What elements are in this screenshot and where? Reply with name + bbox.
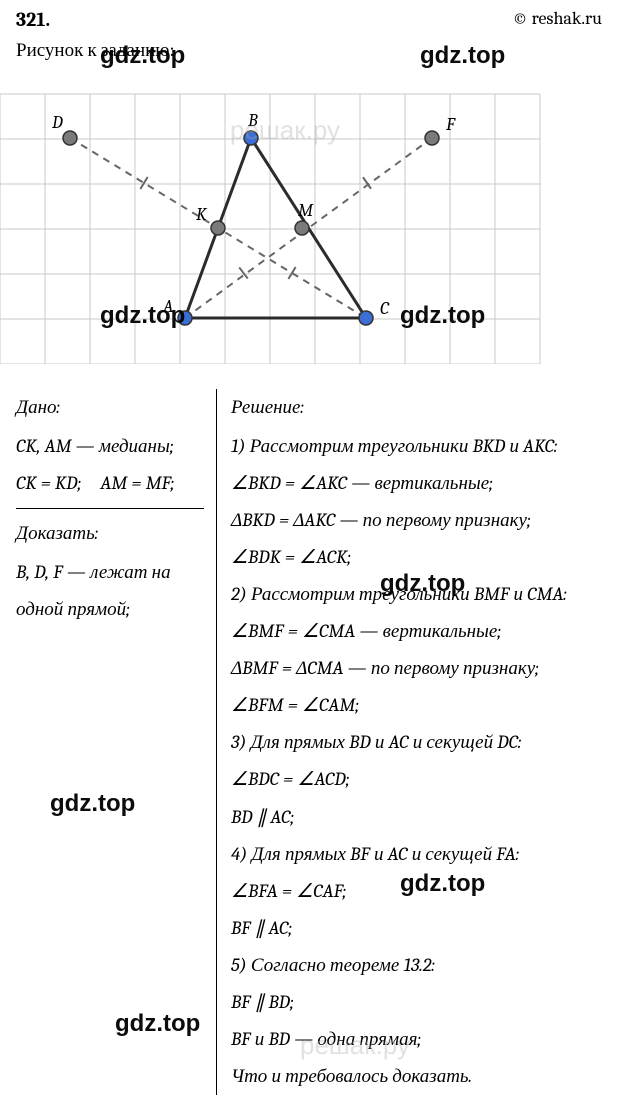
given-line: CK = KD; AM = MF; (16, 465, 204, 502)
solution-step: ∠BFM = ∠CAM; (231, 687, 602, 724)
geometry-diagram: D B F K M A C (0, 70, 618, 373)
divider (16, 508, 204, 509)
svg-text:K: K (196, 204, 208, 225)
solution-title: Решение: (231, 389, 602, 426)
svg-text:C: C (380, 298, 390, 319)
given-title: Дано: (16, 389, 204, 426)
solution-step: ∠BDK = ∠ACK; (231, 539, 602, 576)
site-copyright: © reshak.ru (512, 8, 602, 31)
solution-step: 2) Рассмотрим треугольники BMF и CMA: (231, 576, 602, 613)
solution-step: 5) Согласно теореме 13.2: (231, 947, 602, 984)
svg-text:B: B (247, 110, 258, 131)
solution-step: ∠BDC = ∠ACD; (231, 761, 602, 798)
solution-step: ∠BMF = ∠CMA — вертикальные; (231, 613, 602, 650)
proof-layout: Дано: CK, AM — медианы; CK = KD; AM = MF… (0, 373, 618, 1103)
svg-text:D: D (51, 112, 63, 133)
solution-step: BD ∥ AC; (231, 799, 602, 836)
solution-step: ∠BFA = ∠CAF; (231, 873, 602, 910)
prove-line: одной прямой; (16, 591, 204, 628)
solution-step: BF и BD — одна прямая; (231, 1021, 602, 1058)
solution-step: ΔBKD = ΔAKC — по первому признаку; (231, 502, 602, 539)
solution-step: BF ∥ BD; (231, 984, 602, 1021)
prove-line: B, D, F — лежат на (16, 554, 204, 591)
solution-step: 1) Рассмотрим треугольники BKD и AKC: (231, 428, 602, 465)
solution-step: ΔBMF = ΔCMA — по первому признаку; (231, 650, 602, 687)
solution-step: Что и требовалось доказать. (231, 1058, 602, 1095)
given-line: CK, AM — медианы; (16, 428, 204, 465)
solution-step: BF ∥ AC; (231, 910, 602, 947)
svg-text:F: F (445, 114, 456, 135)
solution-step: ∠BKD = ∠AKC — вертикальные; (231, 465, 602, 502)
solution-step: 3) Для прямых BD и AC и секущей DC: (231, 724, 602, 761)
diagram-svg: D B F K M A C (0, 74, 560, 364)
svg-text:M: M (298, 200, 314, 221)
figure-caption: Рисунок к заданию: (0, 35, 618, 70)
svg-text:A: A (162, 296, 174, 317)
problem-number: 321. (16, 8, 50, 31)
prove-title: Доказать: (16, 515, 204, 552)
solution-step: 4) Для прямых BF и AC и секущей FA: (231, 836, 602, 873)
